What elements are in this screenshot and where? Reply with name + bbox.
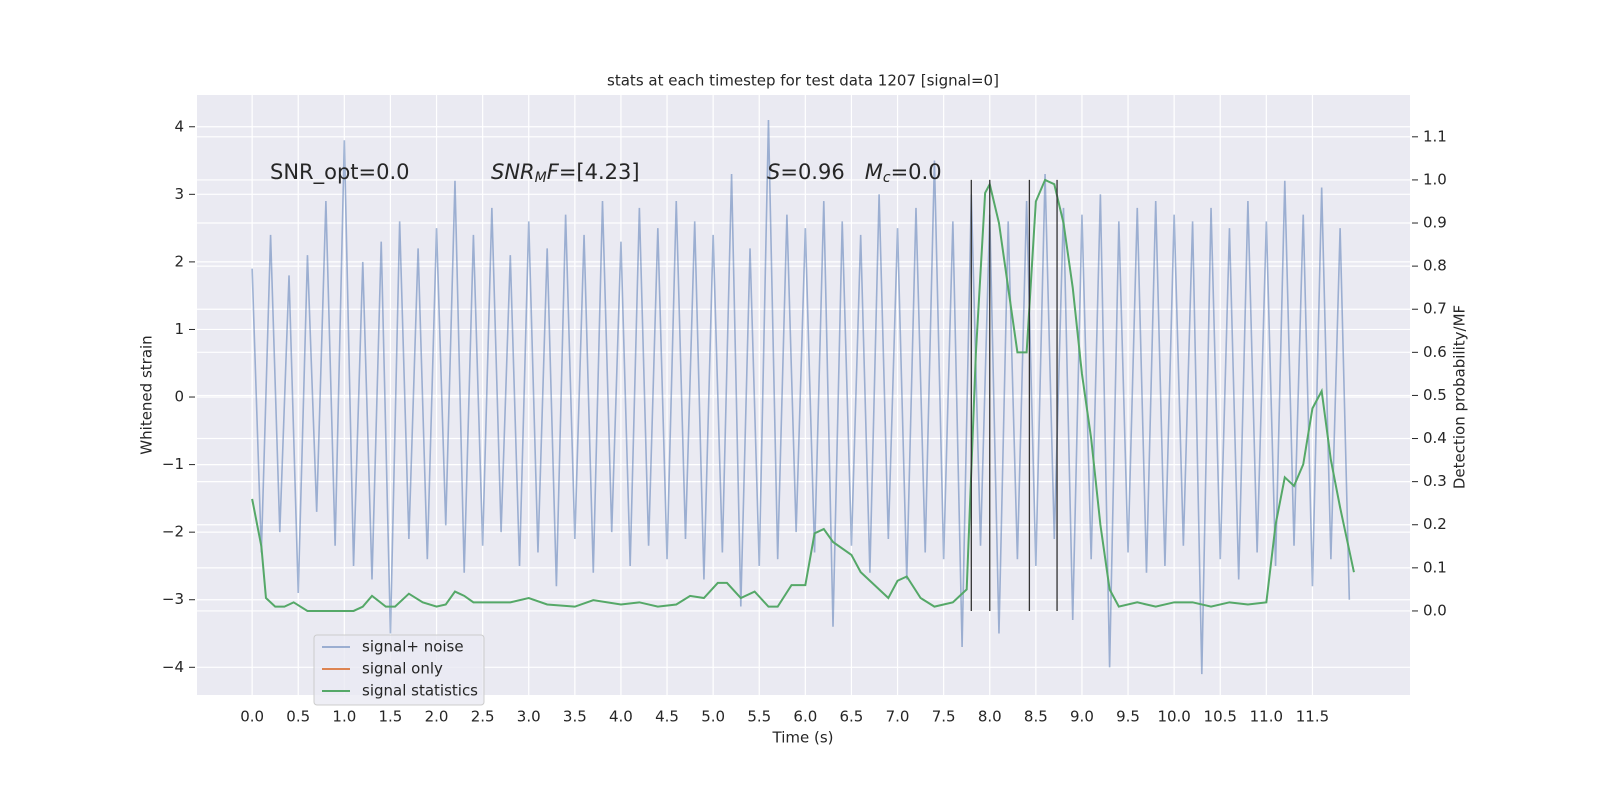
x-axis-label: Time (s) [772, 729, 834, 747]
y2-tick-label: 0.8 [1423, 257, 1447, 275]
annotation: SNR_opt=0.0 [270, 160, 410, 185]
x-tick-label: 6.0 [793, 708, 817, 726]
marks [251, 119, 1355, 675]
x-tick-label: 9.5 [1116, 708, 1140, 726]
y2-tick-label: 0.5 [1423, 386, 1447, 404]
x-tick-label: 0.5 [286, 708, 310, 726]
x-tick-label: 7.0 [886, 708, 910, 726]
y-tick-label: −3 [162, 590, 184, 608]
annotation: SNRMF=[4.23] [491, 160, 640, 186]
legend-label: signal statistics [362, 682, 478, 700]
x-tick-label: 5.5 [747, 708, 771, 726]
x-tick-label: 10.5 [1204, 708, 1237, 726]
y-tick-label: 1 [174, 320, 184, 338]
x-tick-label: 8.0 [978, 708, 1002, 726]
y2-tick-label: 0.4 [1423, 429, 1447, 447]
x-tick-label: 7.5 [932, 708, 956, 726]
annotation-part: S [767, 160, 780, 184]
annotation-part: =0.0 [891, 160, 942, 184]
y2-tick-label: 0.9 [1423, 214, 1447, 232]
x-tick-label: 6.5 [840, 708, 864, 726]
annotation-part: c [883, 170, 891, 186]
x-tick-label: 2.5 [471, 708, 495, 726]
y2-tick-label: 1.1 [1423, 127, 1447, 145]
y-tick-label: −4 [162, 658, 184, 676]
x-tick-label: 2.0 [425, 708, 449, 726]
y-tick-label: 0 [174, 388, 184, 406]
x-tick-label: 1.5 [379, 708, 403, 726]
annotation-part: F [547, 160, 560, 184]
x-tick-label: 4.5 [655, 708, 679, 726]
y2-tick-label: 1.0 [1423, 170, 1447, 188]
annotation-part: =[4.23] [559, 160, 640, 184]
x-tick-label: 9.0 [1070, 708, 1094, 726]
x-tick-label: 11.0 [1250, 708, 1283, 726]
annotation-part: M [865, 160, 883, 184]
chart-title: stats at each timestep for test data 120… [607, 72, 999, 90]
x-tick-label: 11.5 [1296, 708, 1329, 726]
legend-label: signal+ noise [362, 638, 464, 656]
x-tick-label: 1.0 [332, 708, 356, 726]
y2-tick-label: 0.3 [1423, 472, 1447, 490]
y2-axis-label: Detection probability/MF [1451, 305, 1469, 489]
y-tick-label: −1 [162, 455, 184, 473]
annotation-part: SNR [491, 160, 535, 184]
y2-tick-label: 0.2 [1423, 515, 1447, 533]
annotation-part: SNR_opt=0.0 [270, 160, 410, 185]
annotation-part: M [535, 170, 547, 186]
y-axis-label: Whitened strain [138, 335, 156, 454]
x-tick-label: 4.0 [609, 708, 633, 726]
y-tick-label: 4 [174, 117, 184, 135]
y-tick-label: 3 [174, 185, 184, 203]
x-tick-label: 10.0 [1157, 708, 1190, 726]
legend-box [313, 634, 485, 706]
x-tick-label: 3.0 [517, 708, 541, 726]
x-tick-label: 5.0 [701, 708, 725, 726]
grid [197, 95, 1410, 695]
annotation-part: =0.96 [780, 160, 864, 184]
y2-tick-label: 0.7 [1423, 300, 1447, 318]
y2-tick-label: 0.0 [1423, 601, 1447, 619]
x-tick-label: 8.5 [1024, 708, 1048, 726]
y2-tick-label: 0.1 [1423, 558, 1447, 576]
y-tick-label: −2 [162, 523, 184, 541]
legend-label: signal only [362, 660, 443, 678]
x-tick-label: 0.0 [240, 708, 264, 726]
y-tick-label: 2 [174, 252, 184, 270]
y2-tick-label: 0.6 [1423, 343, 1447, 361]
series-line [251, 119, 1351, 675]
x-tick-label: 3.5 [563, 708, 587, 726]
series-line [251, 178, 1355, 612]
annotation: S=0.96 Mc=0.0 [767, 160, 942, 186]
